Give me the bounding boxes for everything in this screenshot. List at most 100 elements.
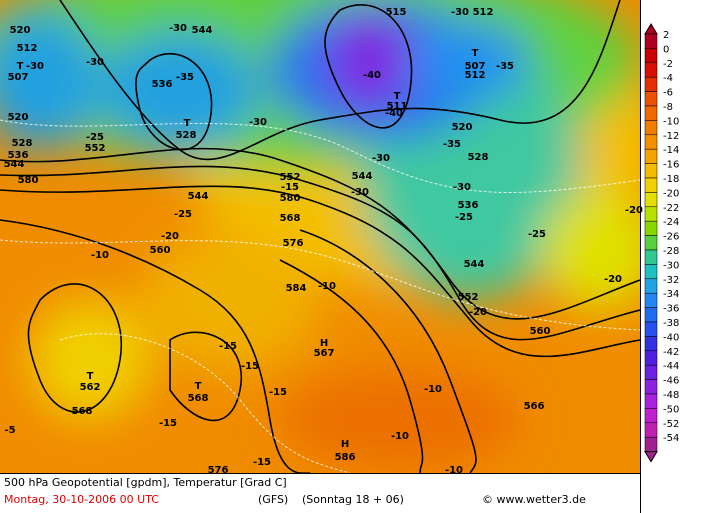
map-label: T bbox=[472, 48, 479, 59]
legend-tick-label: -54 bbox=[663, 433, 679, 444]
contours bbox=[0, 0, 640, 473]
legend-swatch bbox=[644, 364, 658, 380]
map-label: 544 bbox=[188, 191, 209, 202]
legend-tick-label: 2 bbox=[663, 30, 669, 41]
legend-swatch bbox=[644, 206, 658, 222]
map-label: 512 bbox=[465, 70, 486, 81]
map-label: 520 bbox=[452, 122, 473, 133]
map-label: 552 bbox=[85, 143, 106, 154]
map-label: -40 bbox=[363, 70, 381, 81]
legend-swatch bbox=[644, 393, 658, 409]
map bbox=[0, 0, 640, 473]
legend-swatch bbox=[644, 163, 658, 179]
legend-tick-label: -28 bbox=[663, 246, 679, 257]
legend-arrow-top bbox=[644, 23, 658, 35]
map-label: -35 bbox=[443, 139, 461, 150]
legend-tick-label: -40 bbox=[663, 332, 679, 343]
map-label: -20 bbox=[161, 231, 179, 242]
map-label: -10 bbox=[391, 431, 409, 442]
legend-tick-label: -42 bbox=[663, 347, 679, 358]
map-label: 544 bbox=[464, 259, 485, 270]
legend-tick-label: -34 bbox=[663, 289, 679, 300]
legend-tick-label: -6 bbox=[663, 88, 673, 99]
map-label: 560 bbox=[150, 245, 171, 256]
legend-swatch bbox=[644, 48, 658, 64]
legend-tick-label: -20 bbox=[663, 188, 679, 199]
legend-tick-label: -16 bbox=[663, 160, 679, 171]
legend-swatch bbox=[644, 120, 658, 136]
legend-swatch bbox=[644, 350, 658, 366]
legend-tick-label: -46 bbox=[663, 376, 679, 387]
map-label: -10 bbox=[318, 281, 336, 292]
map-label: -30 bbox=[169, 23, 187, 34]
legend-swatch bbox=[644, 408, 658, 424]
map-label: -35 bbox=[496, 61, 514, 72]
legend-tick-label: -12 bbox=[663, 131, 679, 142]
footer-run: (Sonntag 18 + 06) bbox=[302, 493, 404, 506]
legend-tick-label: -38 bbox=[663, 318, 679, 329]
map-label: -25 bbox=[174, 209, 192, 220]
legend-swatch bbox=[644, 33, 658, 49]
legend-swatch bbox=[644, 91, 658, 107]
map-label: 536 bbox=[8, 150, 29, 161]
legend-swatch bbox=[644, 249, 658, 265]
map-label: 528 bbox=[12, 138, 33, 149]
map-label: -15 bbox=[219, 341, 237, 352]
map-label: 568 bbox=[280, 213, 301, 224]
legend-swatch bbox=[644, 192, 658, 208]
map-label: -10 bbox=[91, 250, 109, 261]
map-label: T bbox=[184, 118, 191, 129]
legend-tick-label: -10 bbox=[663, 116, 679, 127]
legend-swatch bbox=[644, 379, 658, 395]
map-label: H bbox=[341, 439, 349, 450]
map-label: 580 bbox=[280, 193, 301, 204]
map-label: -35 bbox=[176, 72, 194, 83]
map-label: T bbox=[87, 371, 94, 382]
footer-model: (GFS) bbox=[258, 493, 288, 506]
map-label: T bbox=[195, 381, 202, 392]
legend-tick-label: -32 bbox=[663, 275, 679, 286]
map-label: 544 bbox=[352, 171, 373, 182]
map-label: -30 bbox=[26, 61, 44, 72]
map-label: 520 bbox=[8, 112, 29, 123]
map-label: 576 bbox=[283, 238, 304, 249]
map-label: 528 bbox=[176, 130, 197, 141]
legend-swatch bbox=[644, 422, 658, 438]
legend-swatch bbox=[644, 278, 658, 294]
legend-swatch bbox=[644, 292, 658, 308]
map-label: 580 bbox=[18, 175, 39, 186]
map-label: 511 bbox=[387, 101, 408, 112]
map-label: 512 bbox=[17, 43, 38, 54]
map-label: 536 bbox=[152, 79, 173, 90]
legend-tick-label: -48 bbox=[663, 390, 679, 401]
legend-tick-label: -24 bbox=[663, 217, 679, 228]
map-label: 562 bbox=[80, 382, 101, 393]
map-label: -15 bbox=[269, 387, 287, 398]
map-label: -30 bbox=[249, 117, 267, 128]
map-label: 567 bbox=[314, 348, 335, 359]
legend-swatch bbox=[644, 321, 658, 337]
map-label: 566 bbox=[524, 401, 545, 412]
map-label: 586 bbox=[335, 452, 356, 463]
map-label: -25 bbox=[455, 212, 473, 223]
legend-swatch bbox=[644, 148, 658, 164]
map-label: -5 bbox=[4, 425, 15, 436]
legend-swatch bbox=[644, 220, 658, 236]
map-label: -15 bbox=[159, 418, 177, 429]
legend-tick-label: -30 bbox=[663, 260, 679, 271]
map-label: 560 bbox=[530, 326, 551, 337]
map-label: 568 bbox=[72, 406, 93, 417]
map-label: -25 bbox=[528, 229, 546, 240]
legend-swatch bbox=[644, 336, 658, 352]
legend-tick-label: -4 bbox=[663, 73, 673, 84]
map-label: 568 bbox=[188, 393, 209, 404]
legend-tick-label: 0 bbox=[663, 44, 669, 55]
map-label: 507 bbox=[8, 72, 29, 83]
map-label: 515 bbox=[386, 7, 407, 18]
legend-arrow-bottom bbox=[644, 451, 658, 463]
map-label: -20 bbox=[469, 307, 487, 318]
map-label: -30 bbox=[372, 153, 390, 164]
map-label: -10 bbox=[445, 465, 463, 476]
color-legend: 2 0 -2 -4 -6 -8 -10 -12 -14 -16 -18 -20 -22 -24 -26 -28… bbox=[644, 23, 679, 463]
